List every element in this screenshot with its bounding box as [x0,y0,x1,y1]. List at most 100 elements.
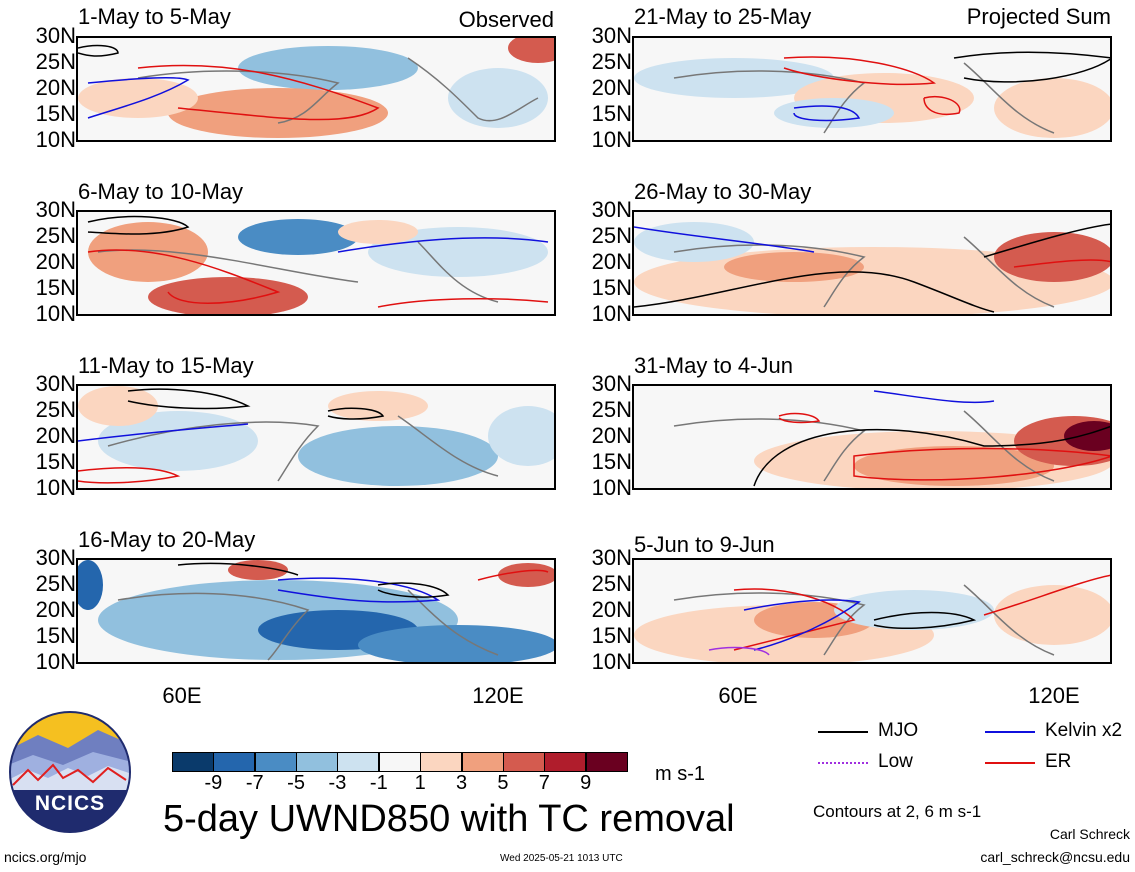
lon-label-60e-left: 60E [162,683,202,708]
panel-7-field [673,390,1110,488]
panel-5-corner-label: Projected Sum [966,4,1111,29]
lon-label-60e-right: 60E [718,683,758,708]
lat-label: 15N [591,449,632,474]
lat-label: 30N [35,23,76,48]
footer-timestamp: Wed 2025-05-21 1013 UTC [500,853,623,864]
panel-2-title: 6-May to 10-May [78,179,244,204]
lat-label: 30N [591,545,632,570]
panel-4-map [76,558,556,664]
ncics-logo: NCICS [8,710,132,834]
lat-label: 20N [35,249,76,274]
lat-label: 15N [35,101,76,126]
lat-label: 10N [35,649,76,674]
panel-6-title: 26-May to 30-May [634,179,812,204]
lat-label: 30N [35,371,76,396]
colorbar-swatch [296,752,339,772]
panel-4-field [78,560,554,662]
colorbar-tick-label: -7 [245,772,264,794]
colorbar-swatch [172,752,214,772]
legend-er-line [985,762,1035,764]
colorbar-swatch [420,752,463,772]
panel-3-title: 11-May to 15-May [78,353,254,378]
panel-7-title: 31-May to 4-Jun [634,353,793,378]
lat-label: 30N [591,371,632,396]
colorbar-swatch [585,752,628,772]
lat-label: 15N [35,623,76,648]
lat-label: 25N [35,571,76,596]
panel-3-map [76,384,556,490]
colorbar-tick-label: -5 [287,772,305,794]
lat-label: 15N [35,449,76,474]
lat-label: 25N [591,223,632,248]
panel-8-field [634,574,1110,662]
lat-label: 15N [591,101,632,126]
lat-label: 30N [35,197,76,222]
lat-label: 20N [35,75,76,100]
panel-7-map [632,384,1112,490]
lat-label: 25N [35,223,76,248]
lat-label: 30N [591,197,632,222]
lat-label: 10N [35,127,76,152]
colorbar-tick-label: -3 [328,772,347,794]
panel-2-map [76,210,556,316]
panel-1-title: 1-May to 5-May [78,4,231,29]
colorbar-swatch [378,752,421,772]
colorbar-swatch [337,752,380,772]
lat-label: 10N [35,475,76,500]
lat-label: 20N [591,75,632,100]
footer-email: carl_schreck@ncsu.edu [980,849,1130,865]
legend-mjo-label: MJO [878,720,919,741]
colorbar-tick-label: 9 [580,772,592,794]
contours-note: Contours at 2, 6 m s-1 [813,802,982,821]
panel-8-map [632,558,1112,664]
colorbar-tick-label: 7 [538,772,550,794]
colorbar-tick-label: 5 [497,772,509,794]
colorbar-tick-label: -1 [369,772,388,794]
lat-label: 25N [35,49,76,74]
lat-label: 20N [591,249,632,274]
lat-label: 15N [35,275,76,300]
footer-author: Carl Schreck [1049,826,1130,842]
panel-8-title: 5-Jun to 9-Jun [634,532,775,557]
lat-label: 25N [35,397,76,422]
lat-label: 25N [591,397,632,422]
panel-5-title: 21-May to 25-May [634,4,812,29]
panel-1-map [76,36,556,142]
lat-label: 10N [591,127,632,152]
lat-label: 25N [591,49,632,74]
panel-2-field [87,215,549,314]
legend-kelvin-label: Kelvin x2 [1045,720,1123,741]
main-title: 5-day UWND850 with TC removal [163,798,735,840]
colorbar-swatch [461,752,504,772]
panel-6-map [632,210,1112,316]
lat-label: 30N [591,23,632,48]
lat-label: 15N [591,623,632,648]
colorbar-tick-label: 3 [455,772,468,794]
panel-1-corner-label: Observed [458,7,554,32]
lat-label: 20N [35,597,76,622]
lat-label: 20N [35,423,76,448]
lat-label: 25N [591,571,632,596]
legend-low-label: Low [878,751,913,772]
lat-label: 20N [591,597,632,622]
panel-1-field [78,38,554,138]
colorbar-swatch [502,752,545,772]
lon-label-120e-left: 120E [472,683,524,708]
panel-3-field [78,386,554,486]
lat-label: 30N [35,545,76,570]
lon-label-120e-right: 120E [1028,683,1080,708]
lat-label: 10N [591,475,632,500]
colorbar-tick-label: -9 [204,772,223,794]
legend-kelvin-line [985,731,1035,733]
legend-low-line [818,762,868,764]
colorbar-tick-label: 1 [414,772,426,794]
legend-er-label: ER [1045,751,1072,772]
lat-label: 10N [591,301,632,326]
colorbar-swatch [544,752,587,772]
colorbar-swatch [254,752,297,772]
colorbar-swatch [213,752,256,772]
lat-label: 15N [591,275,632,300]
footer-website: ncics.org/mjo [4,849,87,865]
colorbar-units: m s-1 [655,763,705,785]
panel-4-title: 16-May to 20-May [78,527,256,552]
